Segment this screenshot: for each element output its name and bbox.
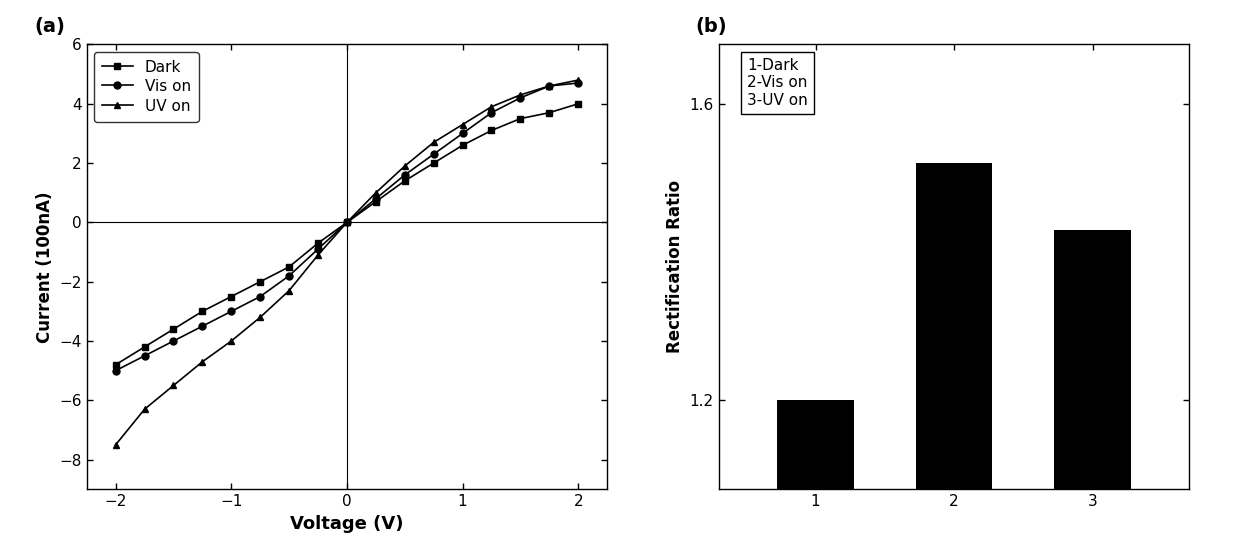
Dark — [108, 361, 123, 368]
UV on — [571, 77, 586, 83]
UV on — [426, 139, 441, 146]
Dark — [571, 101, 586, 107]
Vis on — [195, 323, 209, 330]
UV on — [138, 406, 152, 413]
UV on — [281, 287, 296, 294]
UV on — [195, 359, 209, 365]
Dark — [166, 326, 181, 332]
Dark — [195, 308, 209, 315]
Dark — [455, 142, 470, 148]
Legend: Dark, Vis on, UV on: Dark, Vis on, UV on — [94, 52, 198, 122]
Vis on — [253, 293, 268, 300]
Dark — [541, 110, 556, 116]
Dark — [426, 160, 441, 166]
Dark — [368, 198, 383, 205]
Dark — [339, 219, 354, 226]
Vis on — [398, 172, 413, 178]
Vis on — [339, 219, 354, 226]
X-axis label: Voltage (V): Voltage (V) — [290, 515, 404, 533]
Vis on — [368, 195, 383, 202]
Text: (b): (b) — [695, 17, 727, 36]
Vis on — [541, 83, 556, 90]
UV on — [166, 382, 181, 389]
UV on — [224, 337, 239, 344]
Line: UV on: UV on — [113, 77, 581, 448]
Dark — [311, 240, 326, 246]
Dark — [281, 264, 296, 270]
Dark — [398, 177, 413, 184]
UV on — [541, 83, 556, 90]
Vis on — [571, 80, 586, 86]
Vis on — [224, 308, 239, 315]
Dark — [224, 293, 239, 300]
UV on — [484, 103, 499, 110]
Line: Vis on: Vis on — [113, 80, 581, 374]
UV on — [311, 252, 326, 259]
Line: Dark: Dark — [113, 100, 581, 368]
Y-axis label: Current (100nA): Current (100nA) — [36, 191, 53, 342]
UV on — [368, 190, 383, 196]
Vis on — [484, 110, 499, 116]
Text: 1-Dark
2-Vis on
3-UV on: 1-Dark 2-Vis on 3-UV on — [747, 58, 808, 108]
Dark — [484, 127, 499, 134]
Vis on — [311, 246, 326, 252]
Bar — [1054, 230, 1130, 489]
Dark — [513, 115, 528, 122]
Vis on — [455, 130, 470, 137]
Vis on — [138, 353, 152, 359]
UV on — [455, 121, 470, 128]
UV on — [513, 92, 528, 98]
Y-axis label: Rectification Ratio: Rectification Ratio — [665, 180, 684, 354]
UV on — [398, 163, 413, 170]
Bar — [778, 400, 854, 489]
Vis on — [281, 272, 296, 279]
Dark — [138, 344, 152, 350]
Vis on — [108, 368, 123, 374]
Bar — [916, 163, 992, 489]
UV on — [339, 219, 354, 226]
Vis on — [426, 151, 441, 157]
Vis on — [166, 337, 181, 344]
Vis on — [513, 95, 528, 101]
Dark — [253, 279, 268, 285]
Text: (a): (a) — [35, 17, 66, 36]
UV on — [108, 441, 123, 448]
UV on — [253, 314, 268, 321]
